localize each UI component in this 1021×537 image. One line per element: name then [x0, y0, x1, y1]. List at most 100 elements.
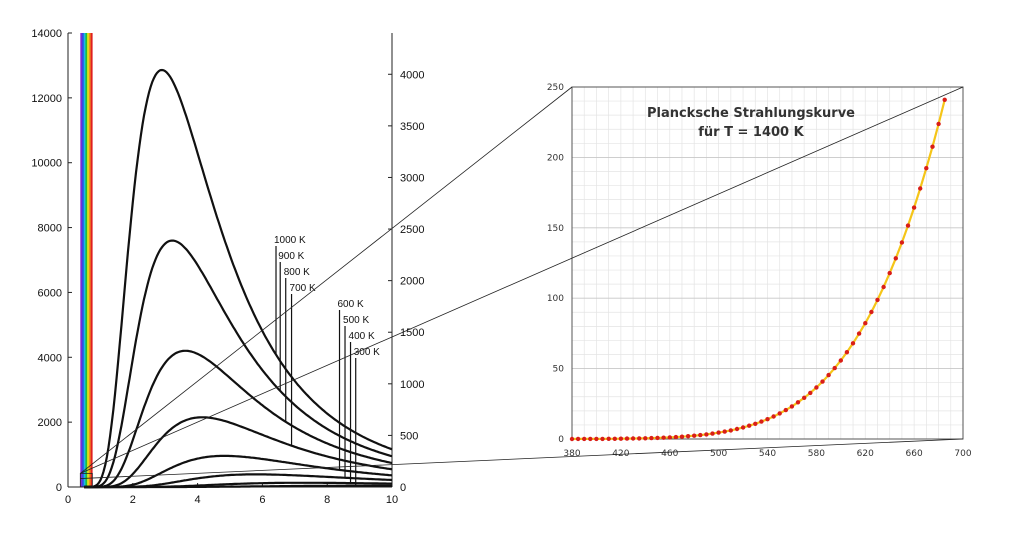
data-point — [588, 436, 593, 442]
data-point — [618, 436, 624, 441]
data-point — [826, 372, 831, 378]
plot-frame — [571, 86, 964, 440]
data-point — [777, 411, 782, 416]
data-point — [600, 436, 605, 442]
data-point — [747, 423, 752, 428]
zoom-line — [80, 438, 964, 479]
x-tick-label: 2 — [130, 494, 136, 506]
series-line — [84, 454, 393, 489]
data-point — [685, 434, 691, 439]
data-point — [795, 400, 801, 405]
series-label: 300 K — [354, 347, 380, 358]
right-y-tick-label: 1000 — [400, 379, 424, 391]
data-point — [881, 284, 886, 290]
data-point — [661, 435, 666, 440]
spectrum-band-stripe — [87, 33, 90, 487]
y-tick-label: 14000 — [31, 28, 62, 40]
y-tick-label: 0 — [558, 435, 564, 445]
y-tick-label: 6000 — [38, 287, 62, 299]
data-point — [808, 390, 813, 396]
data-point — [905, 223, 911, 228]
data-point — [789, 404, 795, 409]
series-label: 600 K — [338, 299, 364, 310]
series-line — [84, 416, 393, 489]
data-point — [869, 309, 874, 315]
data-point — [673, 434, 679, 440]
y-tick-label: 250 — [547, 83, 564, 93]
series-label: 500 K — [343, 315, 369, 326]
y-tick-label: 2000 — [38, 417, 62, 429]
data-point — [582, 436, 587, 442]
right-y-tick-label: 4000 — [400, 69, 424, 81]
data-point — [655, 435, 660, 441]
data-point — [637, 436, 642, 441]
x-tick-label: 10 — [386, 494, 398, 506]
y-tick-label: 12000 — [31, 93, 62, 105]
x-tick-label: 540 — [759, 449, 776, 459]
data-point — [728, 428, 733, 433]
right-y-tick-label: 500 — [400, 430, 418, 442]
data-point — [667, 435, 672, 440]
data-point — [710, 431, 715, 436]
y-tick-label: 10000 — [31, 158, 62, 170]
data-point — [704, 432, 709, 437]
x-tick-label: 6 — [259, 494, 265, 506]
spectrum-band-stripe — [85, 33, 88, 487]
black-body-chart: 0 2 4 6 8 10020004000600080001000012000140000… — [31, 28, 424, 506]
data-point — [569, 436, 575, 442]
right-y-tick-label: 3500 — [400, 121, 424, 133]
data-point — [649, 435, 654, 441]
x-tick-label: 580 — [808, 449, 825, 459]
data-point — [893, 256, 898, 261]
data-point — [594, 436, 599, 442]
data-point — [838, 358, 843, 363]
x-tick-label: 8 — [324, 494, 330, 506]
zoom-line — [80, 86, 573, 474]
data-point — [716, 430, 721, 435]
data-point — [753, 421, 758, 426]
series-label: 400 K — [349, 331, 375, 342]
right-y-tick-label: 0 — [400, 482, 406, 494]
data-point — [899, 240, 905, 245]
data-point — [844, 350, 850, 355]
planck-curve-chart: 3804204605005405806206607000501001502002… — [547, 83, 972, 459]
spectrum-band-stripe — [82, 33, 85, 487]
data-point — [783, 407, 788, 413]
data-point — [692, 433, 697, 438]
series-label: 900 K — [278, 251, 304, 262]
data-point — [814, 385, 819, 390]
right-chart-title-line: Plancksche Strahlungskurve — [647, 106, 855, 121]
data-point — [924, 166, 929, 171]
zoom-connector-lines — [79, 86, 964, 488]
y-tick-label: 4000 — [38, 352, 62, 364]
x-tick-label: 4 — [195, 494, 201, 506]
x-tick-label: 0 — [65, 494, 71, 506]
spectrum-band-stripe — [80, 33, 83, 487]
spectrum-band-stripe — [83, 33, 86, 487]
y-tick-label: 100 — [547, 294, 564, 304]
data-point — [606, 436, 611, 441]
y-tick-label: 8000 — [38, 223, 62, 235]
data-point — [832, 365, 837, 371]
x-tick-label: 380 — [563, 449, 580, 459]
x-tick-label: 620 — [857, 449, 874, 459]
spectrum-band-stripe — [88, 33, 91, 487]
data-point — [936, 121, 941, 127]
data-point — [630, 436, 636, 441]
series-line — [84, 239, 393, 489]
y-tick-label: 150 — [547, 224, 564, 234]
data-point — [612, 436, 617, 441]
data-point — [942, 97, 947, 103]
spectrum-band-stripe — [90, 33, 93, 487]
data-point — [698, 432, 703, 438]
data-point — [820, 379, 825, 384]
data-point — [875, 297, 880, 303]
data-point — [887, 270, 892, 276]
data-point — [850, 341, 856, 346]
data-point — [856, 331, 862, 336]
data-point — [802, 395, 807, 400]
right-y-tick-label: 1500 — [400, 327, 424, 339]
series-label: 700 K — [290, 283, 316, 294]
series-label: 1000 K — [274, 235, 306, 246]
